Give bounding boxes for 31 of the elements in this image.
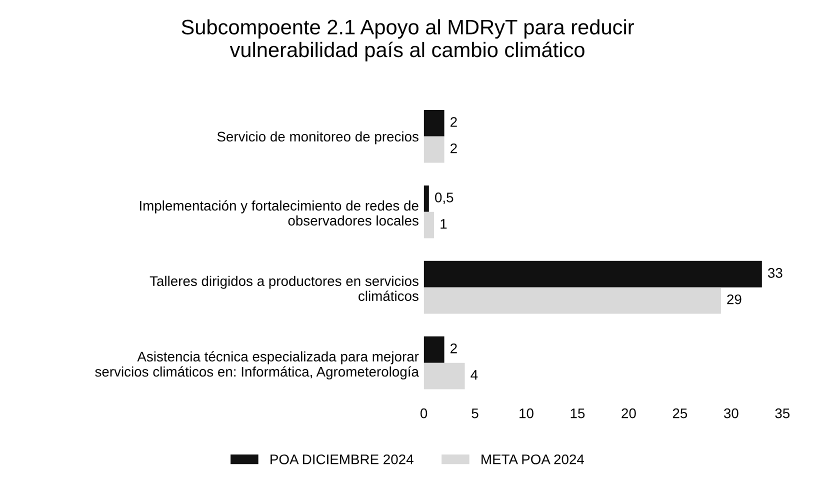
y-tick-label: Talleres dirigidos a productores en servicios climáticos <box>150 276 418 301</box>
bar <box>424 212 434 238</box>
x-tick-label: 25 <box>672 408 688 418</box>
x-tick-label: 35 <box>775 408 790 418</box>
y-tick-label: Implementación y fortalecimiento de redes de observadores locales <box>140 200 418 226</box>
data-label: 4 <box>470 370 478 380</box>
x-tick-label: 5 <box>472 408 478 418</box>
data-label: 29 <box>727 294 742 304</box>
legend-label: POA DICIEMBRE 2024 <box>270 454 414 464</box>
x-tick-label: 30 <box>724 408 738 418</box>
bar <box>424 287 721 314</box>
bar <box>424 336 444 363</box>
data-label: 1 <box>440 219 447 229</box>
bar <box>424 260 762 288</box>
data-label: 2 <box>450 117 457 127</box>
legend-label: META POA 2024 <box>482 454 584 464</box>
bar <box>424 362 465 390</box>
data-label: 33 <box>768 268 782 278</box>
data-label: 2 <box>450 143 457 154</box>
x-tick-label: 0 <box>420 408 428 418</box>
data-label: 0,5 <box>435 192 454 204</box>
x-tick-label: 10 <box>520 408 534 418</box>
y-tick-label: Servicio de monitoreo de precios <box>217 131 418 144</box>
bar <box>424 110 444 136</box>
x-tick-label: 20 <box>622 408 636 418</box>
bar <box>424 136 444 163</box>
y-tick-label: Asistencia técnica especializada para mejorar servicios climáticos en: Informática, Agrometerología <box>95 351 419 380</box>
x-tick-label: 15 <box>570 408 585 418</box>
chart-title: Subcompoente 2.1 Apoyo al MDRyT para reducir vulnerabilidad país al cambio climático <box>182 19 634 62</box>
data-label: 2 <box>450 344 457 354</box>
bar <box>424 185 429 212</box>
